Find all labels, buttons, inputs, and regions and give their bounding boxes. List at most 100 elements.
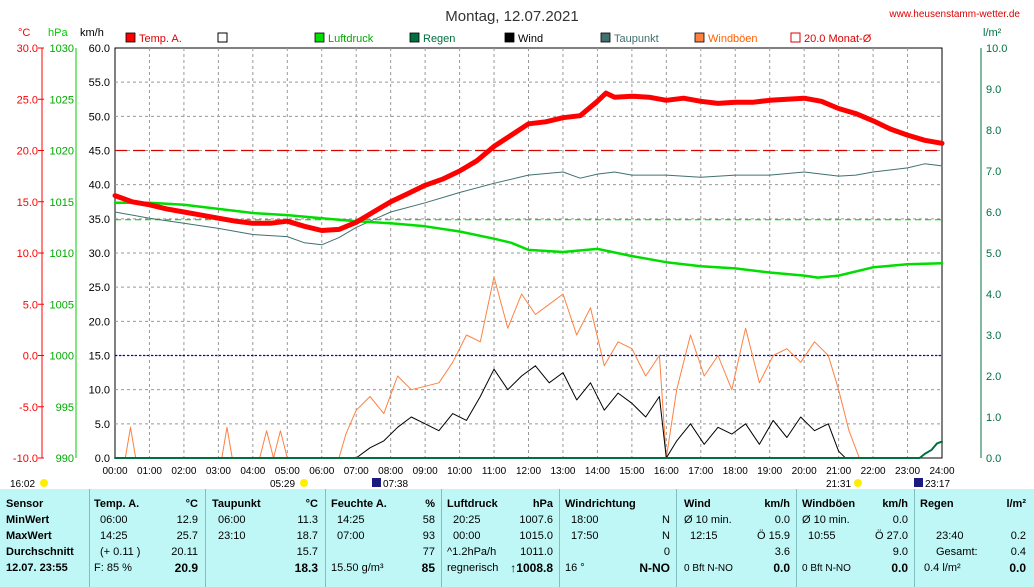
hum-min-val: 58 (422, 514, 435, 526)
temp-unit-label: °C (18, 27, 30, 39)
dir-avg-val: 0 (663, 546, 670, 558)
x-tick-label: 13:00 (550, 466, 575, 477)
press-tick-label: 1005 (50, 299, 74, 311)
x-tick-label: 16:00 (654, 466, 679, 477)
series-wind (114, 365, 943, 459)
dir-cur-note: 16 ° (565, 562, 585, 574)
wind-tick-label: 10.0 (89, 385, 110, 397)
gust-min-note: Ø 10 min. (802, 514, 850, 526)
rain-avg-note: Gesamt: (936, 546, 978, 558)
temp-cur-val: 20.9 (174, 561, 198, 575)
sunset-icon (854, 479, 862, 487)
stats-press-col: Luftdruck hPa 20:25 1007.6 00:00 1015.0 ^1.… (447, 489, 557, 587)
wind-tick-label: 5.0 (95, 419, 110, 431)
x-tick-label: 18:00 (723, 466, 748, 477)
stats-wind-col: Wind km/h Ø 10 min. 0.0 12:15 Ö 15.9 3.6 0 … (684, 489, 794, 587)
rain-tick-label: 2.0 (986, 371, 1001, 383)
dir-header: Windrichtung (565, 498, 636, 510)
website-label: www.heusenstamm-wetter.de (888, 9, 1020, 20)
moonset-label: 23:17 (925, 479, 950, 489)
press-tick-label: 1020 (50, 146, 74, 158)
sun-moon-markers: 16:02 05:29 07:38 21:31 23:17 (10, 478, 950, 489)
temp-tick-label: 15.0 (17, 197, 38, 209)
dir-min-time: 18:00 (571, 514, 599, 526)
dew-avg-val: 15.7 (296, 546, 318, 558)
gust-max-time: 10:55 (808, 530, 836, 542)
temp-avg-note: (+ 0.11 ) (100, 546, 141, 558)
gust-cur-val: 0.0 (891, 561, 908, 575)
temp-max-time: 14:25 (100, 530, 128, 542)
temp-tick-label: 20.0 (17, 146, 38, 158)
press-max-val: 1015.0 (519, 530, 553, 542)
wind-cur-val: 0.0 (773, 561, 790, 575)
wind-cur-note: 0 Bft N-NO (684, 563, 733, 574)
hum-avg-val: 77 (422, 546, 435, 558)
x-tick-label: 24:00 (929, 466, 954, 477)
wind-min-val: 0.0 (774, 514, 790, 526)
rain-tick-label: 9.0 (986, 84, 1001, 96)
minwert-label: MinWert (6, 514, 50, 526)
stats-gust-col: Windböen km/h Ø 10 min. 0.0 10:55 Ö 27.0 9.… (802, 489, 912, 587)
stats-hum-col: Feuchte A.% 14:25 58 07:00 93 77 15.50 g/m… (331, 489, 439, 587)
x-tick-label: 21:00 (826, 466, 851, 477)
temp-cur-note: F: 85 % (94, 562, 132, 574)
rain-tick-label: 0.0 (986, 453, 1001, 465)
temp-tick-label: 0.0 (23, 351, 38, 363)
rain-tick-label: 8.0 (986, 125, 1001, 137)
wind-unit: km/h (764, 498, 790, 510)
x-tick-label: 14:00 (585, 466, 610, 477)
dir-max-val: N (662, 530, 670, 542)
wind-tick-label: 50.0 (89, 111, 110, 123)
press-tick-label: 1015 (50, 197, 74, 209)
hum-max-time: 07:00 (337, 530, 365, 542)
dew-max-time: 23:10 (218, 530, 246, 542)
rain-tick-label: 5.0 (986, 248, 1001, 260)
x-tick-label: 23:00 (895, 466, 920, 477)
rain-avg-val: 0.4 (1010, 546, 1026, 558)
x-tick-label: 20:00 (792, 466, 817, 477)
hum-header: Feuchte A. (331, 498, 387, 510)
weather-chart: Montag, 12.07.2021 www.heusenstamm-wette… (10, 8, 1020, 489)
legend-label: Taupunkt (614, 33, 659, 45)
wind-tick-label: 35.0 (89, 214, 110, 226)
legend-label: Wind (518, 33, 543, 45)
wind-tick-label: 0.0 (95, 453, 110, 465)
legend-label: Luftdruck (328, 33, 374, 45)
sensor-header: Sensor (6, 498, 44, 510)
stats-sensor-col: Sensor MinWert MaxWert Durchschnitt 12.0… (6, 489, 88, 587)
dir-cur-val: N-NO (639, 561, 670, 575)
chart-title: Montag, 12.07.2021 (445, 8, 578, 25)
wind-tick-label: 60.0 (89, 43, 110, 55)
x-tick-label: 00:00 (102, 466, 127, 477)
temp-min-time: 06:00 (100, 514, 128, 526)
temp-tick-label: 25.0 (17, 94, 38, 106)
wind-tick-label: 45.0 (89, 146, 110, 158)
wind-avg-val: 3.6 (774, 546, 790, 558)
hum-min-time: 14:25 (337, 514, 365, 526)
sunrise-label: 05:29 (270, 479, 295, 489)
rain-tick-label: 7.0 (986, 166, 1001, 178)
series-luftdruck (113, 201, 944, 279)
wind-min-note: Ø 10 min. (684, 514, 732, 526)
legend-swatch (600, 32, 611, 43)
dew-min-time: 06:00 (218, 514, 246, 526)
rain-tick-label: 6.0 (986, 207, 1001, 219)
dew-header: Taupunkt (212, 498, 261, 510)
press-cur-note: regnerisch (447, 562, 499, 574)
dew-cur-val: 18.3 (294, 561, 318, 575)
rain-tick-label: 4.0 (986, 289, 1001, 301)
legend-swatch (790, 32, 801, 43)
daylength-label: 16:02 (10, 479, 35, 489)
legend-swatch (314, 32, 325, 43)
rain-unit: l/m² (1006, 498, 1026, 510)
gust-max-val: Ö 27.0 (874, 530, 908, 542)
x-tick-label: 10:00 (447, 466, 472, 477)
legend-swatch (125, 32, 136, 43)
wind-tick-label: 25.0 (89, 282, 110, 294)
x-tick-label: 17:00 (688, 466, 713, 477)
legend-swatch (409, 32, 420, 43)
temp-unit: °C (185, 498, 198, 510)
series-regen (114, 440, 943, 459)
hum-unit: % (425, 498, 435, 510)
x-tick-label: 08:00 (378, 466, 403, 477)
